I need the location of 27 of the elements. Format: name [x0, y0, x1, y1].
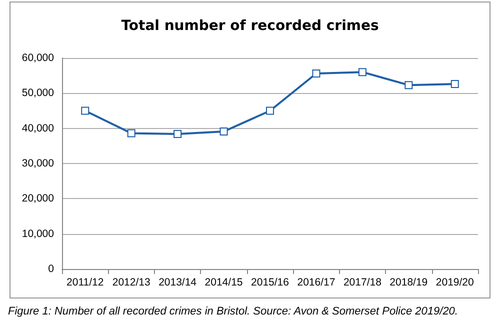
point [220, 128, 228, 136]
x-tick-label: 2016/17 [297, 276, 336, 288]
point [450, 80, 459, 88]
x-tick-label: 2018/19 [390, 276, 428, 288]
y-tick-label: 40,000 [22, 122, 54, 134]
x-tick-label: 2017/18 [343, 276, 382, 288]
x-tick-label: 2019/20 [436, 276, 474, 288]
y-tick-label: 10,000 [22, 228, 54, 240]
point [358, 68, 366, 76]
point [404, 81, 413, 90]
x-tick-label: 2013/14 [158, 276, 197, 288]
caption: Figure 1: Number of all recorded crimes in Bristol. Source: Avon & Somerset Police 2019/20. [8, 306, 458, 318]
x-tick-label: 2014/15 [204, 276, 243, 288]
x-tick-label: 2015/16 [251, 276, 290, 288]
y-tick-label: 60,000 [22, 52, 54, 64]
point [81, 106, 90, 115]
point [127, 129, 136, 138]
point [312, 69, 320, 78]
y-tick-label: 30,000 [22, 158, 54, 170]
y-tick-label: 20,000 [22, 192, 54, 205]
y-tick-label: 0 [48, 263, 54, 275]
chart-title: Total number of recorded crimes [121, 18, 379, 34]
x-tick-label: 2011/12 [66, 276, 104, 288]
x-tick-label: 2012/13 [112, 276, 150, 288]
point [266, 106, 274, 115]
point [174, 130, 182, 138]
y-tick-label: 50,000 [22, 87, 54, 100]
